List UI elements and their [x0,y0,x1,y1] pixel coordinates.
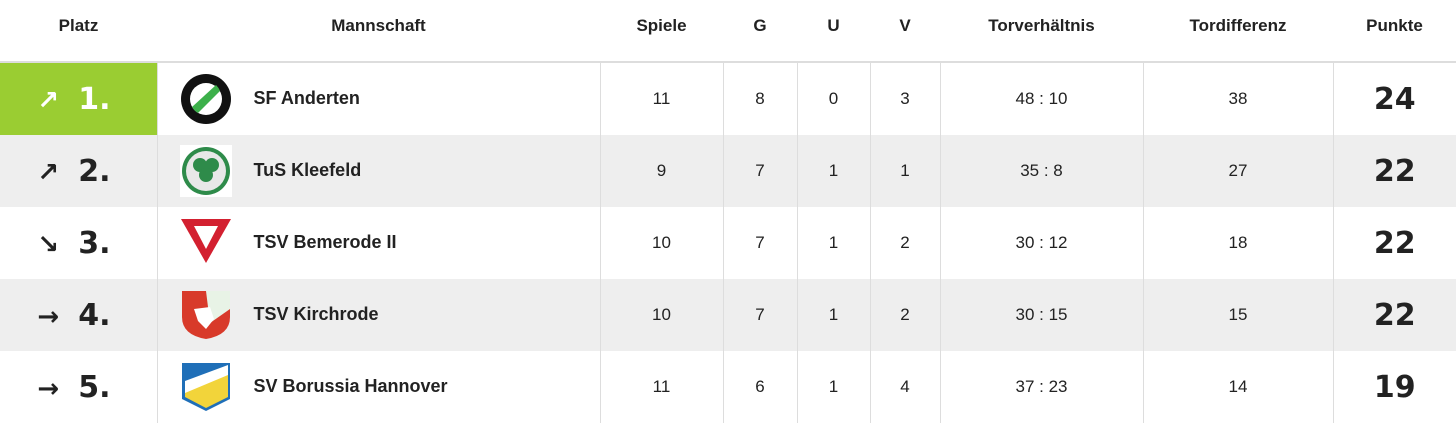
torverhaeltnis: 35 : 8 [940,135,1144,207]
rank: 1. [78,81,111,117]
header-punkte[interactable]: Punkte [1333,0,1456,63]
niederlagen: 4 [870,351,941,423]
team-logo-icon [180,361,232,413]
punkte: 22 [1373,225,1416,261]
punkte: 22 [1333,279,1456,351]
arrow-right-icon: → [37,373,60,404]
unentschieden: 1 [797,207,871,279]
siege: 8 [723,62,798,135]
table-row[interactable]: ↘ 3. TSV Bemerode II 10 7 1 2 30 : 12 18 … [0,207,1456,279]
spiele: 11 [600,351,724,423]
spiele: 11 [600,62,724,135]
siege: 6 [723,351,798,423]
team-logo-icon [180,289,232,341]
table-row[interactable]: → 5. SV Borussia Hannover 11 6 1 4 37 : 2… [0,351,1456,423]
team-name[interactable]: TuS Kleefeld [253,159,362,180]
siege: 7 [723,135,798,207]
siege: 7 [723,279,798,351]
team-cell[interactable]: TSV Kirchrode [157,279,601,351]
unentschieden: 1 [797,135,871,207]
header-mannschaft[interactable]: Mannschaft [157,0,600,63]
arrow-right-icon: → [37,301,60,332]
punkte: 19 [1373,369,1416,405]
tordifferenz: 18 [1143,207,1334,279]
niederlagen: 2 [870,207,941,279]
table-row[interactable]: → 4. TSV Kirchrode 10 7 1 2 30 : 15 15 22 [0,279,1456,351]
arrow-up-right-icon: ↗ [37,85,60,116]
tordifferenz: 27 [1143,135,1334,207]
header-spiele[interactable]: Spiele [600,0,723,63]
arrow-down-right-icon: ↘ [37,229,60,260]
platz-cell: → 5. [0,351,158,423]
team-name[interactable]: TSV Bemerode II [253,231,397,252]
rank: 3. [78,225,111,261]
niederlagen: 1 [870,135,941,207]
tordifferenz: 38 [1143,62,1334,135]
platz-cell: ↗ 2. [0,135,158,207]
team-cell[interactable]: SF Anderten [157,62,601,135]
team-name[interactable]: TSV Kirchrode [253,303,379,324]
platz-cell: ↘ 3. [0,207,158,279]
header-u[interactable]: U [797,0,870,63]
header-tordifferenz[interactable]: Tordifferenz [1143,0,1333,63]
header-platz[interactable]: Platz [0,0,157,63]
platz-cell: → 4. [0,279,158,351]
team-cell[interactable]: TuS Kleefeld [157,135,601,207]
rank: 2. [78,153,111,189]
table-row[interactable]: ↗ 2. TuS Kleefeld 9 7 1 1 35 : 8 27 22 [0,135,1456,207]
team-logo-icon [180,73,232,125]
niederlagen: 2 [870,279,941,351]
arrow-up-right-icon: ↗ [37,157,60,188]
spiele: 10 [600,207,724,279]
team-cell[interactable]: TSV Bemerode II [157,207,601,279]
tordifferenz: 15 [1143,279,1334,351]
unentschieden: 1 [797,351,871,423]
unentschieden: 1 [797,279,871,351]
team-cell[interactable]: SV Borussia Hannover [157,351,601,423]
rank: 4. [78,297,111,333]
header-torverhaeltnis[interactable]: Torverhältnis [940,0,1143,63]
table-row[interactable]: ↗ 1. SF Anderten 11 8 0 3 48 : 10 38 24 [0,62,1456,135]
team-name[interactable]: SF Anderten [253,87,360,108]
torverhaeltnis: 30 : 15 [940,279,1144,351]
team-logo-icon [180,217,232,269]
tordifferenz: 14 [1143,351,1334,423]
torverhaeltnis: 37 : 23 [940,351,1144,423]
spiele: 9 [600,135,724,207]
siege: 7 [723,207,798,279]
header-g[interactable]: G [723,0,797,63]
header-v[interactable]: V [870,0,940,63]
punkte: 22 [1333,135,1456,207]
torverhaeltnis: 30 : 12 [940,207,1144,279]
team-name[interactable]: SV Borussia Hannover [253,375,448,396]
platz-cell: ↗ 1. [0,62,158,135]
team-logo-icon [179,145,232,197]
torverhaeltnis: 48 : 10 [940,62,1144,135]
spiele: 10 [600,279,724,351]
punkte: 24 [1373,81,1416,117]
rank: 5. [78,369,111,405]
unentschieden: 0 [797,62,871,135]
niederlagen: 3 [870,62,941,135]
header-row: Platz Mannschaft Spiele G U V Torverhält… [0,0,1456,63]
